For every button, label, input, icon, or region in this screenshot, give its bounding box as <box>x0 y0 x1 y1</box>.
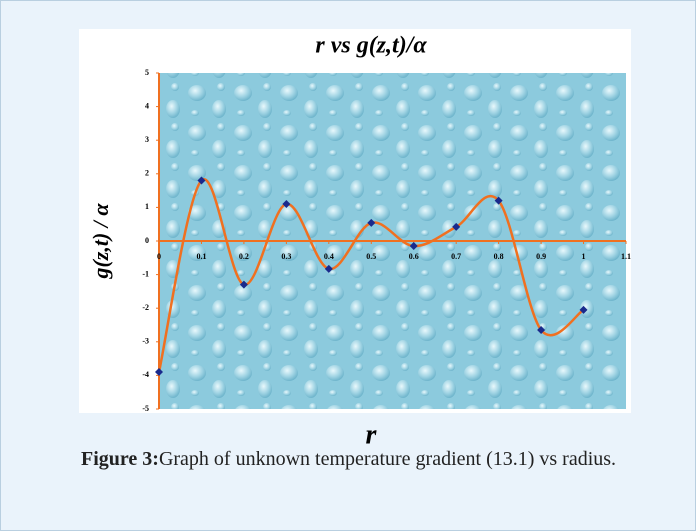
x-tick-label: 0.7 <box>451 252 461 261</box>
data-line <box>157 178 585 373</box>
x-tick-label: 0.5 <box>366 252 376 261</box>
x-tick-label: 0.8 <box>494 252 504 261</box>
x-axis-label: r <box>366 419 378 450</box>
y-tick-label: -1 <box>142 269 149 278</box>
data-point <box>282 200 291 209</box>
y-tick-label: 5 <box>145 68 149 77</box>
chart-title: r vs g(z,t)/α <box>315 33 427 59</box>
caption-text: Graph of unknown temperature gradient (1… <box>158 448 617 470</box>
x-tick-label: 1 <box>582 252 586 261</box>
y-tick-label: -3 <box>142 337 149 346</box>
x-tick-label: 0.3 <box>281 252 291 261</box>
caption-label: Figure 3: <box>81 448 159 470</box>
x-tick-label: 0.1 <box>196 252 206 261</box>
y-tick-label: 1 <box>145 202 149 211</box>
caption: Figure 3:Graph of unknown temperature gr… <box>81 445 661 474</box>
x-tick-label: 0.4 <box>324 252 334 261</box>
y-tick-label: 0 <box>145 236 149 245</box>
data-point <box>197 176 206 185</box>
y-tick-label: -5 <box>142 404 149 413</box>
data-point <box>452 222 461 231</box>
data-point <box>239 280 248 289</box>
data-point <box>155 368 163 377</box>
data-point <box>579 305 588 314</box>
data-point <box>409 242 418 251</box>
x-tick-label: 0.2 <box>239 252 249 261</box>
y-tick-label: 2 <box>145 169 149 178</box>
data-point <box>367 218 376 227</box>
y-tick-label: -4 <box>142 370 149 379</box>
x-tick-label: 0.6 <box>409 252 419 261</box>
data-point <box>324 264 333 273</box>
y-axis-label: g(z,t) / α <box>88 203 113 280</box>
data-point <box>537 326 546 335</box>
x-tick-label: 1.1 <box>621 252 631 261</box>
x-tick-label: 0 <box>157 252 161 261</box>
y-tick-label: 3 <box>145 135 149 144</box>
y-tick-label: 4 <box>145 101 149 110</box>
y-tick-label: -2 <box>142 303 149 312</box>
x-tick-label: 0.9 <box>536 252 546 261</box>
data-point <box>494 196 503 205</box>
